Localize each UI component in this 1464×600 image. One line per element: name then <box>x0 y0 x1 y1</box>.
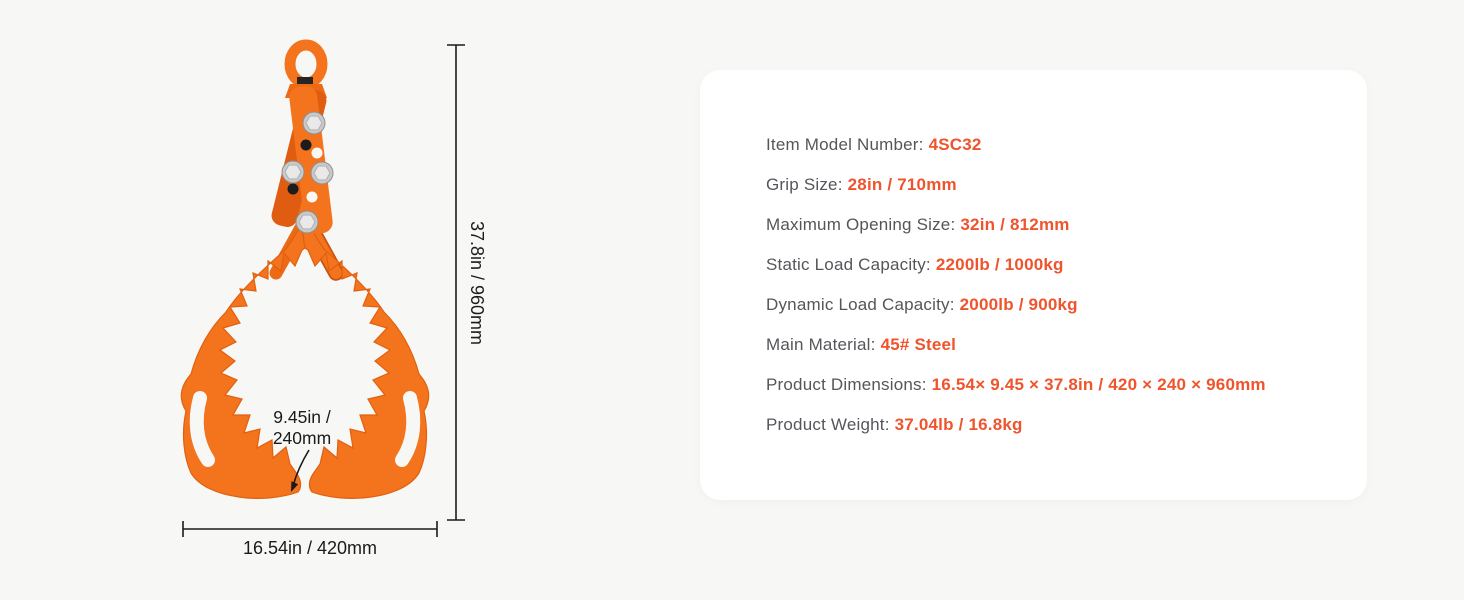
bolt-icon <box>302 111 326 135</box>
width-dimension-label: 16.54in / 420mm <box>243 538 377 558</box>
spec-label: Main Material: <box>766 335 876 354</box>
grapple-illustration: 37.8in / 960mm 16.54in / 420mm 9.45in / … <box>180 39 487 558</box>
height-dimension-line: 37.8in / 960mm <box>447 44 487 521</box>
spec-row-weight: Product Weight: 37.04lb / 16.8kg <box>766 416 1327 433</box>
spec-row-model: Item Model Number: 4SC32 <box>766 136 1327 153</box>
spec-value: 45# Steel <box>880 335 957 354</box>
spec-label: Static Load Capacity: <box>766 255 931 274</box>
spec-row-static-load: Static Load Capacity: 2200lb / 1000kg <box>766 256 1327 273</box>
bolt-icon <box>295 210 319 234</box>
spec-label: Item Model Number: <box>766 135 924 154</box>
grip-dimension-callout: 9.45in / 240mm <box>273 407 331 492</box>
spec-row-dimensions: Product Dimensions: 16.54× 9.45 × 37.8in … <box>766 376 1327 393</box>
leader-arrowhead-icon <box>291 481 299 492</box>
height-dimension-label: 37.8in / 960mm <box>467 221 487 345</box>
bolt-icon <box>281 160 305 184</box>
spec-row-grip-size: Grip Size: 28in / 710mm <box>766 176 1327 193</box>
spec-value: 2200lb / 1000kg <box>935 255 1064 274</box>
spec-value: 32in / 812mm <box>960 215 1070 234</box>
spec-label: Maximum Opening Size: <box>766 215 956 234</box>
spec-value: 2000lb / 900kg <box>959 295 1078 314</box>
width-dimension-line: 16.54in / 420mm <box>182 521 438 558</box>
left-jaw <box>180 220 310 499</box>
grip-dimension-label-line2: 240mm <box>273 428 331 448</box>
spec-row-max-opening: Maximum Opening Size: 32in / 812mm <box>766 216 1327 233</box>
spec-value: 28in / 710mm <box>847 175 957 194</box>
handle-slots <box>189 391 421 467</box>
spec-value: 37.04lb / 16.8kg <box>894 415 1023 434</box>
spec-row-material: Main Material: 45# Steel <box>766 336 1327 353</box>
spec-label: Product Weight: <box>766 415 890 434</box>
leader-line <box>292 449 310 487</box>
grip-dimension-label-line1: 9.45in / <box>273 407 331 427</box>
right-jaw <box>300 220 430 499</box>
spec-label: Grip Size: <box>766 175 843 194</box>
spec-value: 4SC32 <box>928 135 982 154</box>
linkage-assembly <box>271 86 334 234</box>
spec-value: 16.54× 9.45 × 37.8in / 420 × 240 × 960mm <box>931 375 1266 394</box>
spec-row-dynamic-load: Dynamic Load Capacity: 2000lb / 900kg <box>766 296 1327 313</box>
spec-label: Dynamic Load Capacity: <box>766 295 955 314</box>
bolt-icon <box>310 161 334 185</box>
spec-label: Product Dimensions: <box>766 375 927 394</box>
spec-card: Item Model Number: 4SC32 Grip Size: 28in /… <box>700 70 1367 500</box>
